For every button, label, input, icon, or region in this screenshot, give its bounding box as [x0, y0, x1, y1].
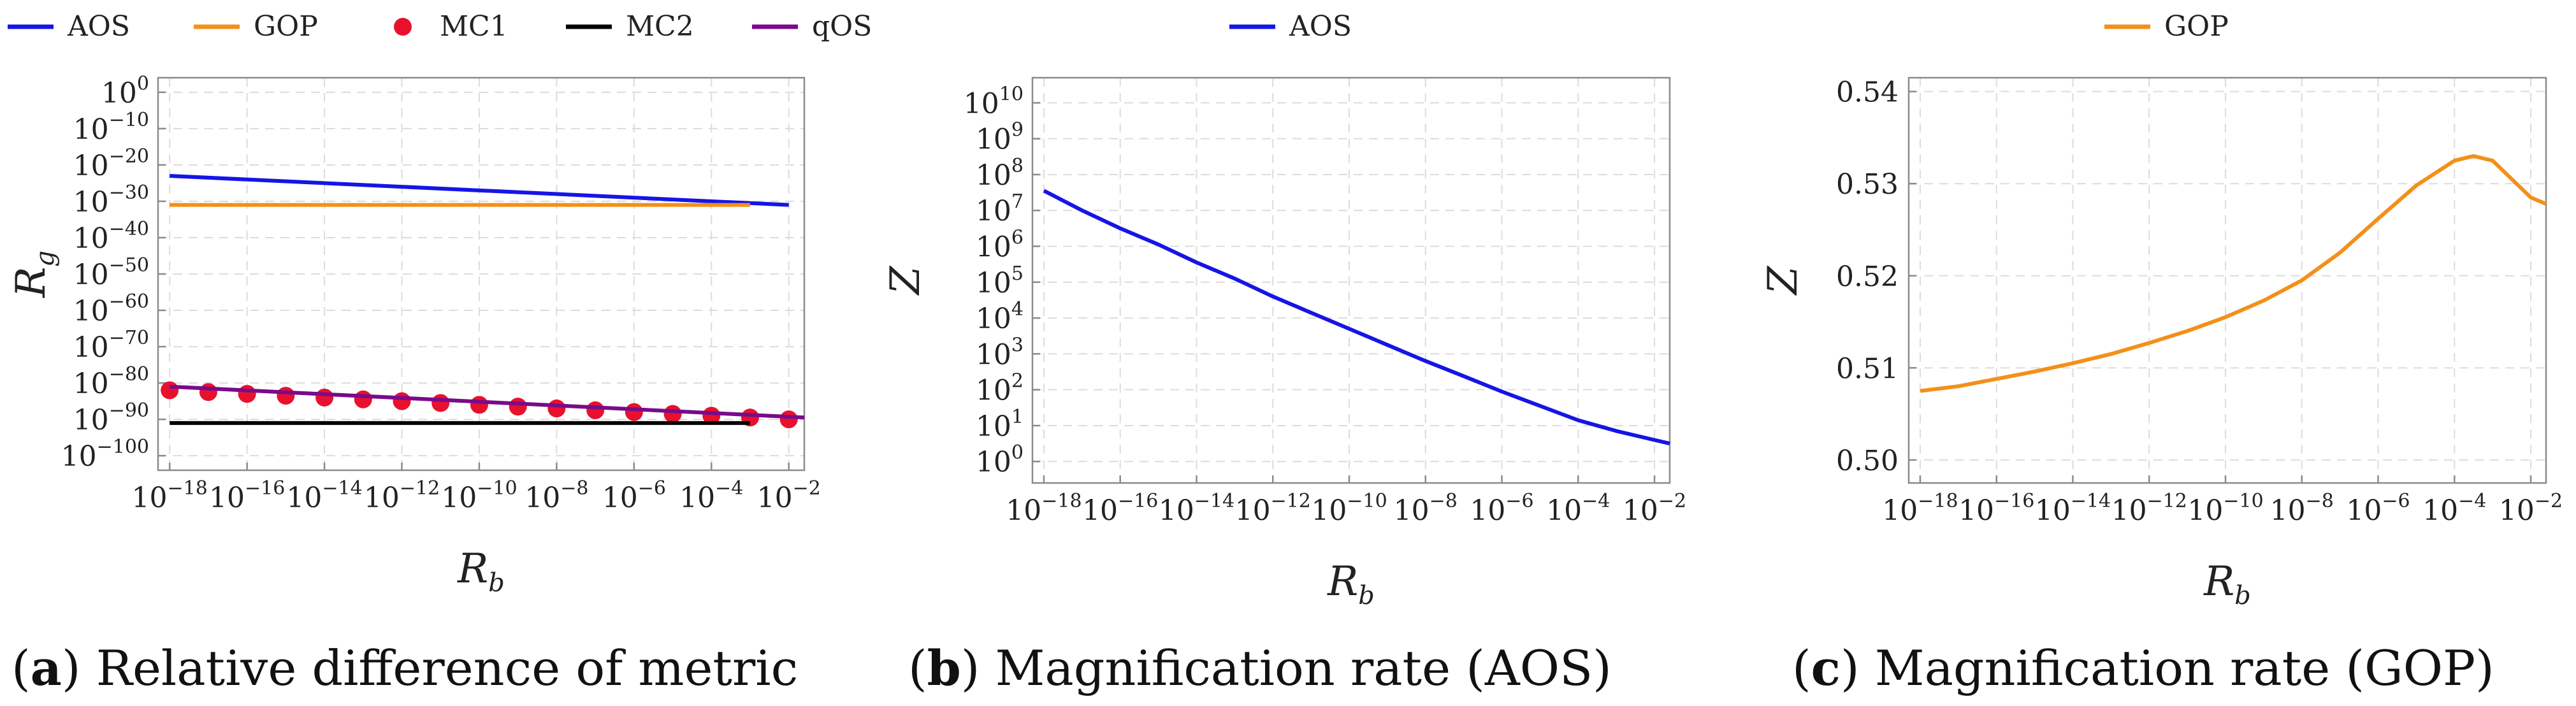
x-tick-label: 10−12	[2111, 490, 2187, 527]
x-tick-label: 10−10	[1311, 490, 1387, 527]
data-point-mc1	[663, 405, 682, 423]
series-line-aos	[1043, 189, 1670, 446]
y-tick-label: 10−60	[73, 291, 149, 328]
x-tick-label: 10−12	[364, 477, 440, 514]
x-tick-label: 10−16	[209, 477, 285, 514]
y-tick-label: 101	[976, 406, 1024, 443]
y-tick-label: 10−20	[73, 145, 149, 182]
y-tick-label: 10−30	[73, 182, 149, 219]
x-tick-label: 10−2	[1623, 490, 1686, 527]
data-point-mc1	[354, 390, 372, 408]
plot-frame	[1907, 76, 2547, 484]
data-point-mc1	[779, 410, 798, 429]
series-line-qos	[170, 384, 805, 420]
data-point-mc1	[161, 381, 179, 400]
x-tick-label: 10−14	[1159, 490, 1234, 527]
legend-label-aos: AOS	[67, 10, 130, 43]
panel-a-relative-difference: 10−18 10−16 10−14 10−12 10−10 10−8 10−6 10−4 10−…	[8, 10, 872, 696]
x-axis-title: Rb	[457, 545, 505, 598]
y-tick-label: 100	[101, 73, 149, 110]
y-tick-label: 10−100	[61, 436, 149, 473]
x-tick-label: 10−14	[286, 477, 362, 514]
y-tick-label: 10−10	[73, 109, 149, 146]
caption: (c) Magnification rate (GOP)	[1792, 640, 2494, 696]
y-tick-label: 106	[976, 227, 1024, 264]
y-tick-label: 0.54	[1836, 76, 1899, 109]
x-axis-title: Rb	[1327, 558, 1375, 610]
caption: (a) Relative difference of metric	[11, 640, 798, 696]
y-tick-label: 10−70	[73, 327, 149, 364]
x-tick-label: 10−4	[2422, 490, 2486, 527]
plot-frame	[1031, 76, 1671, 484]
y-tick-label: 10−80	[73, 363, 149, 400]
y-tick-label: 10−90	[73, 400, 149, 436]
legend-label-qos: qOS	[812, 10, 872, 43]
x-tick-label: 10−18	[1006, 490, 1082, 527]
series-line-gop	[1920, 154, 2547, 393]
y-tick-label: 10−40	[73, 218, 149, 255]
x-tick-label: 10−12	[1235, 490, 1311, 527]
data-point-mc1	[470, 396, 488, 414]
y-tick-label: 105	[976, 263, 1024, 299]
data-point-mc1	[547, 400, 566, 418]
y-tick-label: 10−50	[73, 254, 149, 291]
x-tick-label: 10−10	[441, 477, 517, 514]
y-tick-label: 102	[976, 370, 1024, 407]
x-tick-label: 10−2	[757, 477, 821, 514]
legend-label-gop: GOP	[254, 10, 318, 43]
x-tick-label: 10−10	[2187, 490, 2263, 527]
x-tick-label: 10−14	[2035, 490, 2111, 527]
x-tick-label: 10−4	[1546, 490, 1610, 527]
legend-marker-mc1	[394, 18, 412, 36]
y-axis-title: Rg	[8, 250, 60, 298]
x-tick-label: 10−8	[2270, 490, 2334, 527]
data-point-mc1	[509, 398, 527, 416]
caption: (b) Magnification rate (AOS)	[908, 640, 1612, 696]
y-tick-label: 0.51	[1836, 352, 1899, 385]
data-point-mc1	[431, 394, 450, 412]
x-tick-label: 10−8	[1394, 490, 1458, 527]
data-point-mc1	[586, 401, 605, 419]
x-tick-label: 10−18	[132, 477, 208, 514]
data-point-mc1	[625, 403, 643, 421]
x-tick-label: 10−8	[525, 477, 588, 514]
data-point-mc1	[277, 387, 295, 405]
x-tick-label: 10−6	[602, 477, 666, 514]
y-tick-label: 0.52	[1836, 261, 1899, 293]
legend-label-aos: AOS	[1289, 10, 1352, 43]
x-tick-label: 10−16	[1082, 490, 1158, 527]
y-tick-label: 104	[976, 298, 1024, 335]
legend-label-mc1: MC1	[440, 10, 508, 43]
series-line-aos	[170, 174, 789, 207]
legend-label-gop: GOP	[2164, 10, 2229, 43]
y-tick-label: 100	[976, 442, 1024, 479]
x-axis-title: Rb	[2203, 558, 2251, 610]
x-tick-label: 10−2	[2499, 490, 2563, 527]
data-point-mc1	[238, 385, 256, 403]
x-tick-label: 10−6	[2346, 490, 2410, 527]
y-axis-title: Z	[1760, 265, 1807, 296]
y-tick-label: 103	[976, 334, 1024, 371]
y-tick-label: 107	[976, 191, 1024, 227]
y-tick-label: 0.53	[1836, 168, 1899, 201]
y-axis-title: Z	[882, 265, 929, 296]
legend-label-mc2: MC2	[626, 10, 694, 43]
x-tick-label: 10−16	[1958, 490, 2034, 527]
y-tick-label: 109	[976, 119, 1024, 156]
data-point-mc1	[199, 383, 217, 401]
panel-b-magnification-aos: 10−18 10−16 10−14 10−12 10−10 10−8 10−6 10−4 10−…	[882, 10, 1686, 696]
x-tick-label: 10−6	[1470, 490, 1533, 527]
y-tick-label: 108	[976, 155, 1024, 192]
data-point-mc1	[315, 388, 334, 407]
y-tick-label: 0.50	[1836, 445, 1899, 477]
data-point-mc1	[393, 392, 411, 410]
x-tick-label: 10−18	[1882, 490, 1958, 527]
x-tick-label: 10−4	[679, 477, 743, 514]
y-tick-label: 1010	[964, 83, 1024, 120]
panel-c-magnification-gop: 10−18 10−16 10−14 10−12 10−10 10−8 10−6 10−4 10−…	[1760, 10, 2563, 696]
